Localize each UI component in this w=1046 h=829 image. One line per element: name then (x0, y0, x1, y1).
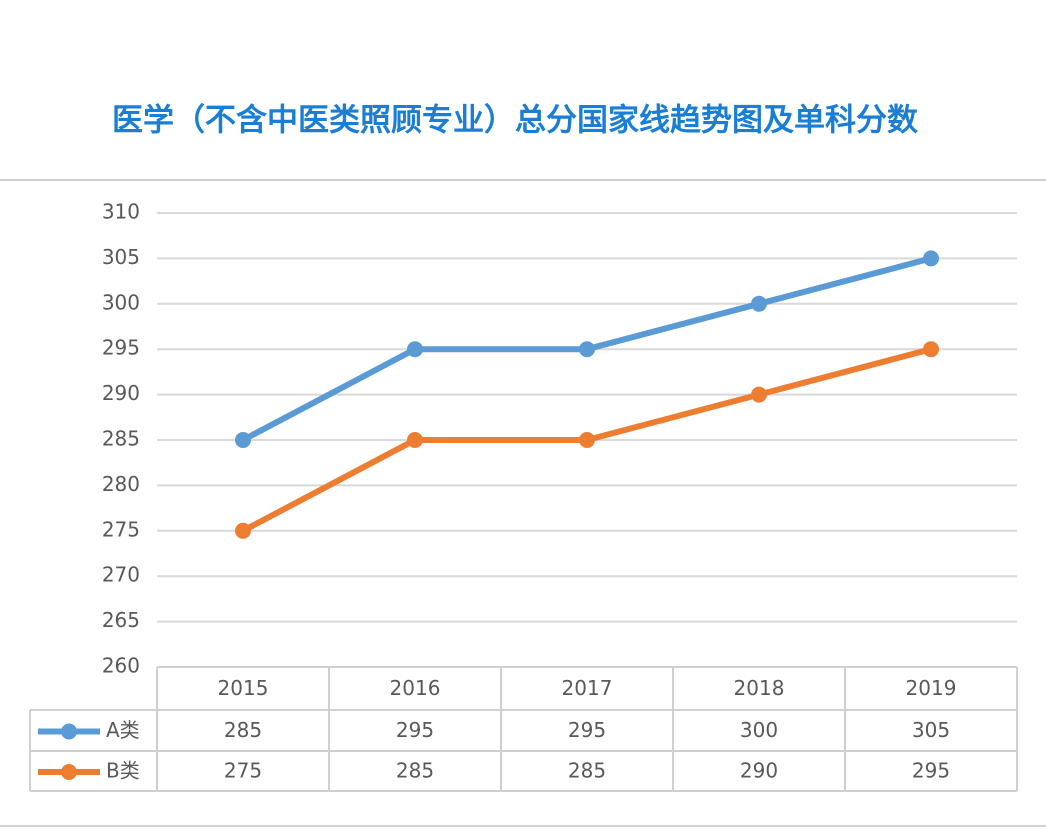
table-value: 290 (740, 759, 778, 783)
data-point (751, 295, 767, 312)
legend-label: B类 (106, 759, 140, 783)
legend-label: A类 (106, 718, 140, 742)
x-tick-label: 2017 (562, 676, 613, 700)
chart-title: 医学（不含中医类照顾专业）总分国家线趋势图及单科分数 (112, 103, 918, 139)
data-point (923, 250, 939, 267)
y-tick-label: 285 (102, 427, 140, 451)
y-tick-label: 295 (102, 336, 140, 360)
data-point (235, 432, 251, 448)
data-point (579, 432, 595, 448)
data-point (751, 386, 767, 403)
table-value: 295 (912, 759, 950, 783)
table-value: 295 (396, 718, 434, 742)
legend-swatch (61, 723, 77, 740)
table-value: 305 (912, 718, 950, 742)
data-point (407, 432, 423, 448)
y-tick-label: 290 (102, 381, 140, 405)
x-tick-label: 2015 (218, 676, 269, 700)
y-tick-label: 305 (102, 245, 140, 269)
x-tick-label: 2019 (906, 676, 957, 700)
data-point (923, 341, 939, 358)
table-value: 285 (396, 759, 434, 783)
table-value: 295 (568, 718, 606, 742)
y-tick-label: 300 (102, 290, 140, 314)
data-point (579, 341, 595, 358)
y-tick-label: 275 (102, 517, 140, 541)
y-tick-label: 280 (102, 472, 140, 496)
data-point (407, 341, 423, 358)
y-tick-label: 260 (102, 654, 140, 678)
data-point (235, 522, 251, 539)
table-value: 285 (568, 759, 606, 783)
table-value: 275 (224, 759, 262, 783)
legend-swatch (61, 764, 77, 780)
table-value: 300 (740, 718, 778, 742)
y-tick-label: 265 (102, 608, 140, 632)
y-tick-label: 270 (102, 563, 140, 587)
y-tick-label: 310 (102, 200, 140, 224)
x-tick-label: 2018 (734, 676, 785, 700)
table-value: 285 (224, 718, 262, 742)
x-tick-label: 2016 (390, 676, 441, 700)
